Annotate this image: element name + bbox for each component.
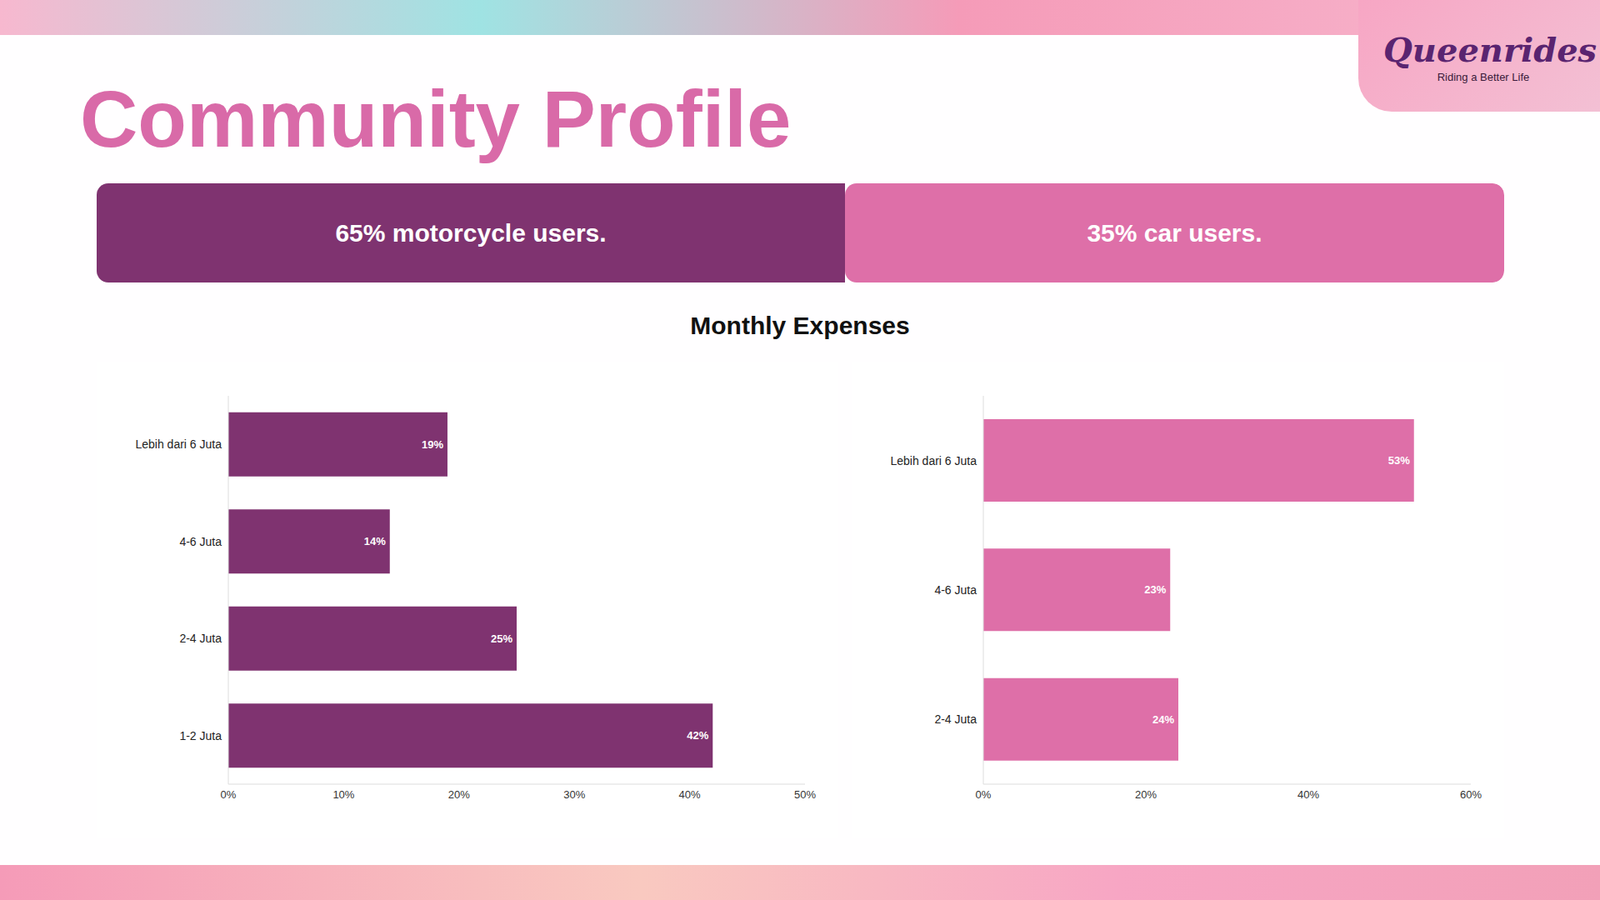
svg-text:2-4 Juta: 2-4 Juta (179, 631, 222, 645)
svg-text:1-2 Juta: 1-2 Juta (179, 729, 222, 743)
html-text:35% car users.: 35% car users. (1087, 218, 1263, 247)
svg-text:0%: 0% (975, 788, 992, 801)
svg-text:40%: 40% (679, 788, 701, 801)
svg-text:10%: 10% (332, 788, 355, 801)
html-text:65% motorcycle users.: 65% motorcycle users. (335, 218, 607, 247)
svg-text:2-4 Juta: 2-4 Juta (934, 712, 977, 726)
html-text:Community Profile: Community Profile (80, 74, 792, 164)
svg-text:Lebih dari 6 Juta: Lebih dari 6 Juta (135, 437, 222, 451)
svg-text:Lebih dari 6 Juta: Lebih dari 6 Juta (890, 454, 977, 468)
html-text:Riding a Better Life: Riding a Better Life (1437, 70, 1530, 84)
html-text:Monthly Expenses: Monthly Expenses (690, 311, 910, 340)
svg-text:30%: 30% (563, 788, 585, 801)
svg-text:24%: 24% (1152, 713, 1175, 726)
svg-text:23%: 23% (1144, 583, 1166, 596)
svg-text:50%: 50% (794, 788, 816, 801)
svg-text:25%: 25% (490, 632, 513, 645)
svg-text:60%: 60% (1460, 788, 1482, 801)
svg-text:4-6 Juta: 4-6 Juta (934, 583, 977, 597)
svg-text:40%: 40% (1297, 788, 1320, 801)
html-text:Queenrides: Queenrides (1383, 30, 1597, 70)
svg-text:20%: 20% (1135, 788, 1157, 801)
svg-text:14%: 14% (364, 535, 386, 548)
svg-text:0%: 0% (220, 788, 237, 801)
svg-text:53%: 53% (1388, 454, 1410, 467)
svg-text:19%: 19% (421, 438, 444, 451)
svg-text:4-6 Juta: 4-6 Juta (179, 535, 222, 549)
svg-text:20%: 20% (448, 788, 470, 801)
svg-text:42%: 42% (686, 729, 709, 742)
